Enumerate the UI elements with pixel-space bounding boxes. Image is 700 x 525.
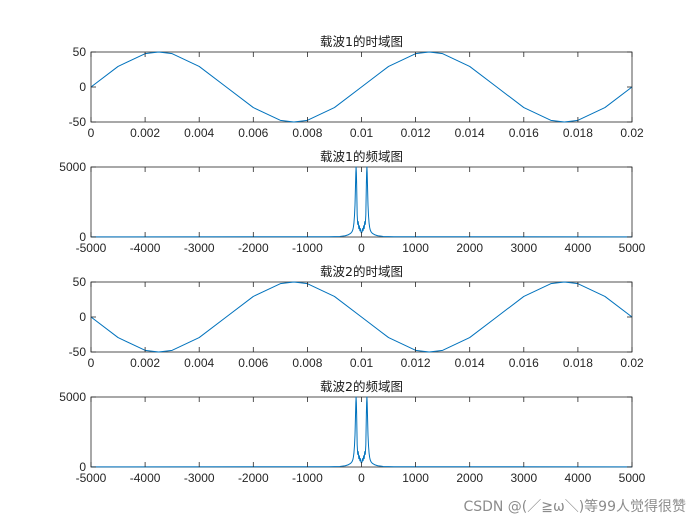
x-tick-label: 0.006 (238, 356, 268, 370)
x-tick-label: -5000 (76, 241, 107, 255)
x-tick-label: 4000 (565, 241, 592, 255)
y-tick-label: 0 (79, 310, 86, 324)
y-tick-label: 0 (79, 230, 86, 244)
watermark-text: CSDN @(／≧ω＼)等99人觉得很赞 (463, 498, 686, 515)
y-tick-label: 0 (79, 80, 86, 94)
x-tick-label: 0.008 (292, 356, 322, 370)
subplot-title: 载波2的时域图 (320, 264, 403, 279)
axes-box (90, 396, 633, 468)
x-tick-label: 5000 (619, 241, 646, 255)
x-tick-label: 0 (88, 356, 95, 370)
x-tick-label: 0.002 (130, 126, 160, 140)
x-tick-label: 0.018 (563, 356, 593, 370)
y-tick-label: 5000 (59, 160, 86, 174)
x-tick-label: 0.012 (401, 356, 431, 370)
y-tick-label: 50 (73, 275, 87, 289)
x-tick-label: -5000 (76, 471, 107, 485)
y-tick-label: -50 (69, 345, 87, 359)
subplot-4: -5000 -4000 -3000 -2000 -1000 0 1000 2000 3000 40… (59, 379, 645, 485)
x-tick-label: 0.02 (620, 126, 644, 140)
x-tick-label: 0.008 (292, 126, 322, 140)
x-tick-label: -2000 (238, 241, 269, 255)
x-tick-label: 0 (88, 126, 95, 140)
subplot-2: -5000 -4000 -3000 -2000 -1000 0 1000 2000 3000 40… (59, 149, 645, 255)
x-tick-label: 5000 (619, 471, 646, 485)
x-tick-label: 0 (358, 471, 365, 485)
x-tick-label: 3000 (510, 241, 537, 255)
x-tick-label: -3000 (184, 471, 215, 485)
x-tick-label: -3000 (184, 241, 215, 255)
subplot-1: 0 0.002 0.004 0.006 0.008 0.01 0.012 0.014 0.016… (69, 34, 644, 140)
x-tick-label: 1000 (402, 241, 429, 255)
x-tick-label: 0.02 (620, 356, 644, 370)
x-tick-label: 0.002 (130, 356, 160, 370)
y-tick-label: 5000 (59, 390, 86, 404)
subplot-title: 载波1的时域图 (320, 34, 403, 49)
subplot-title: 载波2的频域图 (320, 379, 403, 394)
x-tick-label: 0.016 (509, 356, 539, 370)
x-tick-label: 0.01 (350, 356, 374, 370)
subplot-3: 0 0.002 0.004 0.006 0.008 0.01 0.012 0.014 0.016… (69, 264, 644, 370)
x-tick-label: 0.004 (184, 356, 214, 370)
x-tick-label: 0.014 (455, 126, 485, 140)
series-line (90, 281, 633, 353)
axes-box (90, 166, 633, 238)
x-tick-label: 1000 (402, 471, 429, 485)
x-tick-label: -1000 (292, 241, 323, 255)
x-tick-label: 2000 (456, 241, 483, 255)
x-tick-label: 0.01 (350, 126, 374, 140)
y-tick-label: -50 (69, 115, 87, 129)
x-tick-label: 3000 (510, 471, 537, 485)
x-tick-label: 2000 (456, 471, 483, 485)
x-tick-label: 0.004 (184, 126, 214, 140)
x-tick-label: 0.018 (563, 126, 593, 140)
x-tick-label: 0 (358, 241, 365, 255)
x-tick-label: -4000 (130, 471, 161, 485)
y-tick-label: 0 (79, 460, 86, 474)
x-tick-label: 0.012 (401, 126, 431, 140)
x-tick-label: 0.016 (509, 126, 539, 140)
x-tick-label: 0.014 (455, 356, 485, 370)
x-tick-label: -2000 (238, 471, 269, 485)
x-tick-label: -1000 (292, 471, 323, 485)
series-line (90, 51, 633, 123)
y-tick-label: 50 (73, 45, 87, 59)
x-tick-label: 4000 (565, 471, 592, 485)
x-tick-label: -4000 (130, 241, 161, 255)
subplot-title: 载波1的频域图 (320, 149, 403, 164)
x-tick-label: 0.006 (238, 126, 268, 140)
